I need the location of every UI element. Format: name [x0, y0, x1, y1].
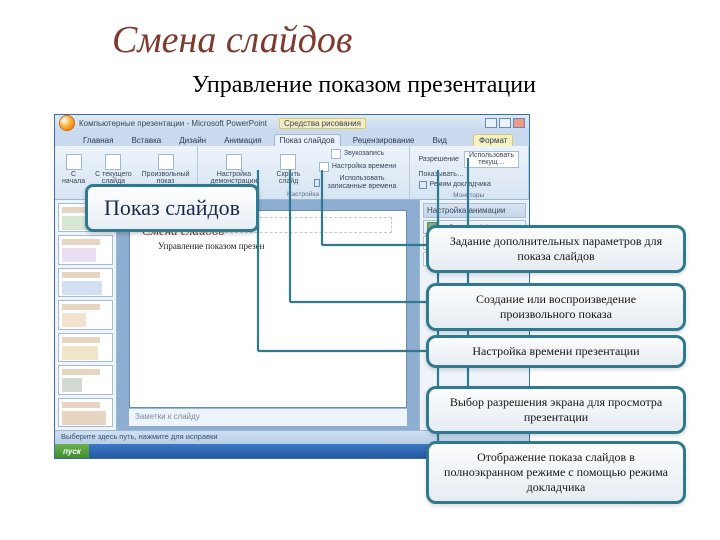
- maximize-icon[interactable]: [499, 118, 511, 128]
- minimize-icon[interactable]: [485, 118, 497, 128]
- tab-review[interactable]: Рецензирование: [347, 134, 421, 146]
- thumbnail[interactable]: [58, 398, 113, 427]
- tab-view[interactable]: Вид: [427, 134, 453, 146]
- thumbnail[interactable]: [58, 365, 113, 394]
- close-icon[interactable]: [513, 118, 525, 128]
- clock-icon: [319, 162, 329, 172]
- tab-animation[interactable]: Анимация: [218, 134, 268, 146]
- ribbon-group-monitors: Разрешение Использовать текущ… Показыват…: [410, 146, 530, 199]
- animation-task-pane: Настройка анимации Добавить эффект: [419, 200, 529, 430]
- thumbnail[interactable]: [58, 268, 113, 297]
- ribbon-tabs: Главная Вставка Дизайн Анимация Показ сл…: [55, 131, 529, 146]
- slide-area: Смена слайдов Управление показом презен …: [117, 200, 419, 430]
- task-pane-title: Настройка анимации: [423, 203, 526, 218]
- tab-slideshow[interactable]: Показ слайдов: [274, 134, 341, 146]
- context-tab-label: Средства рисования: [279, 118, 366, 129]
- page-title: Смена слайдов: [112, 18, 352, 62]
- powerpoint-window: Компьютерные презентации - Microsoft Pow…: [54, 114, 530, 459]
- resolution-row[interactable]: Разрешение Использовать текущ…: [416, 150, 523, 169]
- group-label: Настройка: [202, 191, 405, 198]
- slide-thumbnails: [55, 200, 117, 430]
- window-title-text: Компьютерные презентации - Microsoft Pow…: [79, 119, 267, 128]
- system-tray: [517, 444, 529, 458]
- slide-subtitle-text: Управление показом презен: [158, 241, 396, 251]
- page-subtitle: Управление показом презентации: [192, 72, 536, 99]
- thumbnail[interactable]: [58, 235, 113, 264]
- btn-add-effect[interactable]: Добавить эффект: [423, 220, 526, 234]
- chk-presenter-view[interactable]: Режим докладчика: [416, 180, 494, 190]
- thumbnail[interactable]: [58, 203, 113, 232]
- play-icon: [66, 154, 82, 170]
- btn-custom-show[interactable]: Произвольный показ: [139, 148, 193, 191]
- btn-from-current[interactable]: С текущего слайда: [91, 148, 136, 191]
- thumbnail[interactable]: [58, 333, 113, 362]
- btn-hide-slide[interactable]: Скрыть слайд: [269, 148, 307, 191]
- group-label: Начать показ слайдов: [59, 191, 193, 198]
- ribbon-group-start: С начала С текущего слайда Произвольный …: [55, 146, 198, 199]
- hide-icon: [280, 154, 296, 170]
- record-icon: [331, 149, 341, 159]
- task-pane-field[interactable]: [423, 252, 526, 266]
- group-label: Мониторы: [414, 192, 525, 199]
- tab-home[interactable]: Главная: [77, 134, 119, 146]
- btn-rehearse[interactable]: Настройка времени: [311, 161, 405, 173]
- ribbon-group-setup: Настройка демонстрации Скрыть слайд Звук…: [198, 146, 410, 199]
- editor-body: Смена слайдов Управление показом презен …: [55, 200, 529, 430]
- tab-format[interactable]: Формат: [473, 134, 513, 146]
- slide-canvas[interactable]: Смена слайдов Управление показом презен: [129, 210, 407, 408]
- thumbnail[interactable]: [58, 300, 113, 329]
- show-on-row[interactable]: Показывать…: [416, 170, 467, 179]
- setup-icon: [226, 154, 242, 170]
- btn-setup-show[interactable]: Настройка демонстрации: [202, 148, 267, 191]
- btn-from-beginning[interactable]: С начала: [59, 148, 88, 191]
- tab-design[interactable]: Дизайн: [173, 134, 212, 146]
- ribbon: С начала С текущего слайда Произвольный …: [55, 146, 529, 200]
- windows-taskbar: пуск: [55, 444, 529, 458]
- window-titlebar: Компьютерные презентации - Microsoft Pow…: [55, 115, 529, 131]
- btn-record[interactable]: Звукозапись: [311, 148, 405, 160]
- custom-show-icon: [158, 154, 174, 170]
- chk-use-timings[interactable]: Использовать записанные времена: [311, 174, 405, 191]
- status-bar: Выберите здесь путь, нажмите для исправк…: [55, 430, 529, 444]
- tab-insert[interactable]: Вставка: [125, 134, 167, 146]
- office-orb-icon[interactable]: [59, 115, 75, 131]
- start-button[interactable]: пуск: [55, 444, 89, 458]
- window-controls: [485, 118, 525, 128]
- play-current-icon: [105, 154, 121, 170]
- task-pane-field[interactable]: [423, 236, 526, 250]
- notes-pane[interactable]: Заметки к слайду: [129, 408, 407, 426]
